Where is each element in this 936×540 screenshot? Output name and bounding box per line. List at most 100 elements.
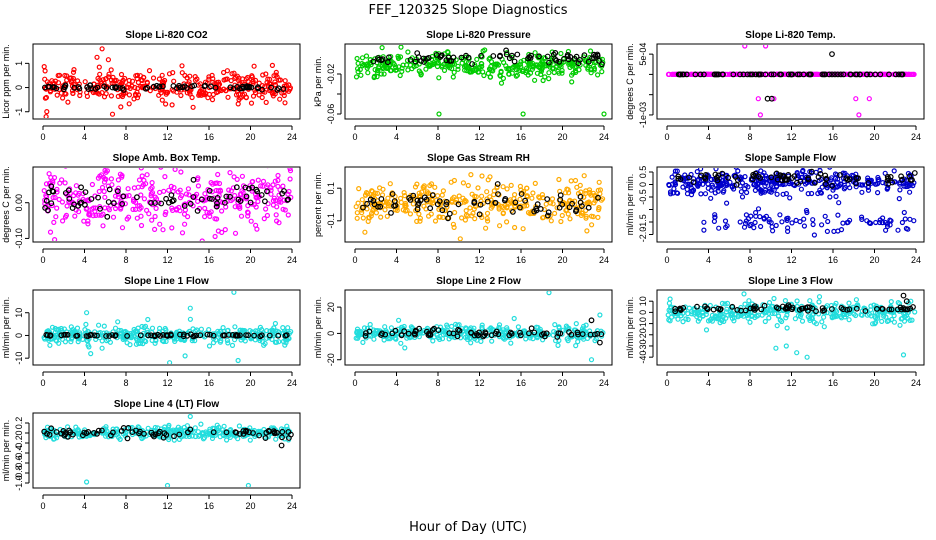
data-point	[496, 206, 502, 212]
data-point	[126, 92, 132, 98]
data-point	[133, 73, 139, 79]
x-tick-label: 24	[287, 378, 297, 388]
data-point	[521, 328, 528, 334]
data-point	[163, 195, 170, 202]
data-point	[747, 223, 753, 229]
data-point	[258, 192, 265, 198]
data-point	[274, 204, 280, 210]
data-point	[719, 71, 726, 78]
data-point	[756, 186, 762, 192]
data-point	[805, 314, 811, 320]
data-point	[884, 177, 891, 184]
data-point	[510, 208, 516, 215]
data-point	[150, 83, 157, 90]
data-point	[372, 331, 378, 338]
data-point	[227, 193, 233, 200]
data-point	[459, 215, 465, 221]
x-tick-label: 20	[557, 378, 567, 388]
data-points	[353, 45, 607, 117]
data-point	[692, 71, 699, 78]
data-point	[886, 318, 892, 324]
data-point	[215, 171, 221, 178]
data-point	[838, 227, 845, 233]
data-point	[264, 212, 270, 219]
data-point	[378, 332, 385, 338]
data-point	[117, 436, 123, 442]
data-point	[93, 333, 99, 339]
data-point	[71, 66, 77, 73]
data-point	[495, 191, 501, 198]
data-point	[274, 87, 281, 93]
data-point	[271, 195, 277, 201]
data-point	[698, 191, 704, 197]
data-point	[58, 332, 65, 339]
data-point	[485, 70, 491, 77]
data-point	[361, 325, 368, 331]
data-point	[436, 198, 443, 205]
x-tick-label: 8	[747, 378, 752, 388]
data-point	[99, 46, 105, 52]
data-point	[133, 92, 139, 99]
data-point	[544, 53, 551, 60]
data-point	[48, 425, 55, 432]
data-point	[206, 343, 213, 349]
data-point	[126, 214, 132, 220]
data-point	[84, 93, 91, 100]
data-point	[824, 228, 831, 234]
data-point	[813, 308, 819, 315]
data-point	[208, 180, 214, 186]
x-tick-label: 0	[40, 255, 45, 265]
data-point	[487, 174, 493, 180]
data-point	[868, 303, 874, 309]
data-point	[588, 357, 595, 363]
data-point	[901, 209, 907, 216]
data-point	[276, 220, 282, 226]
data-point	[547, 200, 554, 206]
data-point	[751, 307, 758, 313]
data-point	[719, 311, 725, 317]
x-axis: 0 4 8 12 16 20 24	[40, 371, 297, 388]
data-point	[100, 77, 106, 83]
y-tick-label: 20	[326, 302, 336, 312]
data-point	[106, 333, 113, 339]
data-point	[715, 188, 721, 194]
data-point	[281, 92, 287, 99]
data-point	[831, 228, 837, 234]
data-point	[798, 305, 805, 312]
data-point	[879, 215, 886, 221]
data-point	[680, 305, 687, 311]
data-point	[386, 54, 392, 61]
data-point	[703, 71, 710, 78]
data-point	[191, 82, 198, 89]
data-point	[565, 48, 572, 55]
data-points	[41, 414, 294, 487]
data-point	[705, 185, 711, 191]
data-point	[249, 179, 255, 185]
data-point	[106, 207, 113, 213]
data-point	[680, 71, 687, 78]
data-point	[523, 69, 529, 76]
data-point	[470, 67, 476, 73]
data-point	[137, 332, 144, 339]
data-point	[573, 206, 580, 213]
data-point	[278, 442, 285, 449]
x-axis: 0 4 8 12 16 20 24	[352, 371, 609, 388]
data-point	[52, 194, 58, 201]
data-point	[374, 69, 381, 76]
data-point	[785, 71, 792, 78]
data-point	[475, 332, 481, 339]
data-point	[273, 436, 279, 442]
y-tick-label: 0.1	[326, 182, 336, 195]
data-point	[78, 199, 85, 206]
data-point	[752, 219, 758, 226]
data-point	[844, 306, 850, 313]
y-tick-label: 10	[14, 308, 24, 318]
data-point	[596, 179, 602, 185]
data-point	[402, 208, 409, 214]
data-point	[195, 198, 201, 204]
y-axis: 0.20-0.2-0.4-0.6-0.8-1.0	[14, 417, 30, 491]
data-point	[488, 63, 494, 70]
x-tick-label: 8	[123, 501, 128, 511]
data-point	[566, 329, 572, 336]
data-point	[152, 194, 158, 200]
